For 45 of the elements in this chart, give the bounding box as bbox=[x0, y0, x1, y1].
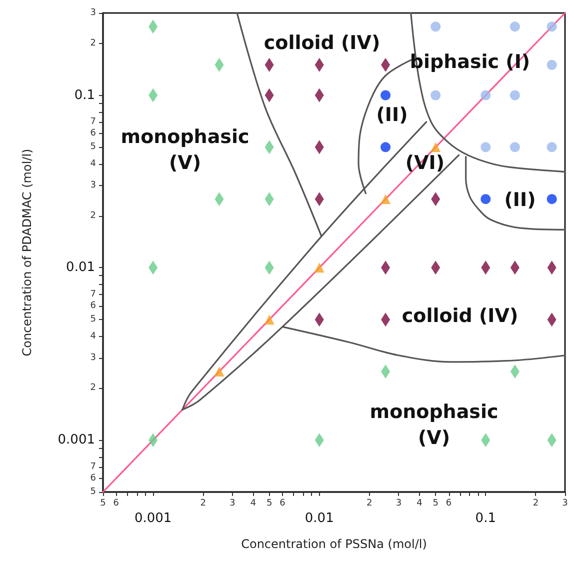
text: 4 bbox=[416, 498, 423, 508]
annotation: (II) bbox=[504, 189, 536, 211]
text: 5 bbox=[90, 142, 96, 152]
text: 2 bbox=[90, 210, 96, 221]
text: 3 bbox=[396, 498, 402, 508]
y-tick-label: 0.001 bbox=[58, 432, 95, 448]
x-tick-label: 0.01 bbox=[304, 511, 334, 526]
annotation: monophasic (V) bbox=[370, 401, 498, 449]
text: 6 bbox=[446, 498, 452, 508]
text: 6 bbox=[113, 498, 120, 508]
text: 4 bbox=[250, 498, 256, 508]
annotation: (II) bbox=[376, 104, 408, 126]
text: 3 bbox=[562, 498, 568, 508]
text: 3 bbox=[90, 8, 96, 18]
text: 7 bbox=[90, 462, 96, 472]
text: 6 bbox=[90, 300, 96, 311]
text: 7 bbox=[90, 289, 96, 300]
text: 5 bbox=[90, 314, 96, 325]
text: 5 bbox=[432, 498, 438, 508]
text: 7 bbox=[90, 116, 96, 127]
y-tick-label: 0.01 bbox=[66, 260, 95, 276]
annotation: colloid (IV) bbox=[402, 305, 518, 327]
text: 3 bbox=[230, 498, 236, 508]
text: 5 bbox=[100, 498, 106, 508]
y-axis-title: Concentration of PDADMAC (mol/l) bbox=[20, 148, 34, 356]
text: 5 bbox=[266, 498, 272, 508]
text: 3 bbox=[90, 352, 96, 363]
x-tick-label: 0.1 bbox=[475, 511, 496, 526]
text: 2 bbox=[366, 498, 372, 508]
x-tick-label: 0.001 bbox=[134, 511, 172, 526]
x-axis-title: Concentration of PSSNa (mol/l) bbox=[241, 537, 427, 551]
text: 2 bbox=[200, 498, 206, 508]
text: 5 bbox=[90, 487, 96, 497]
annotation: monophasic (V) bbox=[120, 126, 250, 174]
text: 4 bbox=[90, 158, 96, 169]
text: 3 bbox=[90, 180, 96, 190]
y-tick-label: 0.1 bbox=[74, 88, 95, 103]
text: 6 bbox=[90, 128, 96, 139]
text: 2 bbox=[90, 383, 96, 394]
annotation: colloid (IV) bbox=[264, 32, 380, 54]
text: 6 bbox=[90, 473, 96, 484]
text: 4 bbox=[90, 331, 96, 342]
text: 2 bbox=[532, 498, 539, 508]
text: 2 bbox=[90, 38, 96, 48]
text: 6 bbox=[280, 498, 286, 508]
